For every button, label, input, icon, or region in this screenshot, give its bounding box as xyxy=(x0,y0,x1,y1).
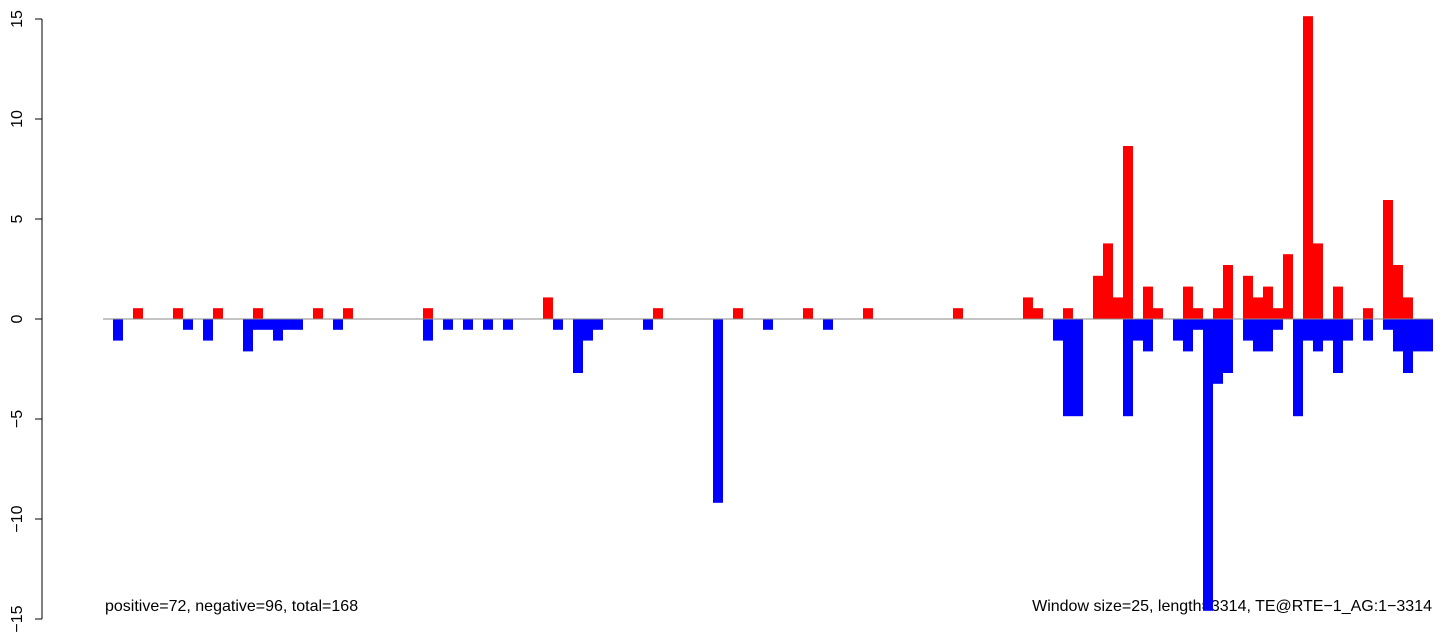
bar xyxy=(1223,319,1233,373)
bar xyxy=(1093,275,1103,319)
bar xyxy=(483,319,493,330)
bar xyxy=(183,319,193,330)
bar xyxy=(1183,286,1193,319)
bar xyxy=(133,308,143,319)
bar xyxy=(823,319,833,330)
bar xyxy=(713,319,723,503)
bar xyxy=(1213,319,1223,384)
bar xyxy=(593,319,603,330)
bar xyxy=(1033,308,1043,319)
bar xyxy=(1333,319,1343,373)
bar xyxy=(423,308,433,319)
bar xyxy=(1243,319,1253,341)
bar xyxy=(273,319,283,341)
bar xyxy=(173,308,183,319)
bar xyxy=(1273,308,1283,319)
bar xyxy=(1023,297,1033,319)
bar xyxy=(1253,297,1263,319)
y-tick-label: 0 xyxy=(9,314,26,323)
bar xyxy=(1263,319,1273,352)
bar xyxy=(1173,319,1183,341)
bar xyxy=(803,308,813,319)
bar xyxy=(253,319,263,330)
bar xyxy=(543,297,553,319)
y-tick-label: −5 xyxy=(9,410,26,428)
y-tick-label: 15 xyxy=(9,10,26,28)
bar xyxy=(733,308,743,319)
annotation: positive=72, negative=96, total=168 xyxy=(105,598,358,615)
bar xyxy=(653,308,663,319)
bar xyxy=(283,319,293,330)
bar xyxy=(503,319,513,330)
y-tick-label: 5 xyxy=(9,214,26,223)
y-tick-label: 10 xyxy=(9,110,26,128)
bar xyxy=(1123,319,1133,417)
bar xyxy=(463,319,473,330)
bar xyxy=(1063,308,1073,319)
bar xyxy=(1243,275,1253,319)
bar xyxy=(263,319,273,330)
bar xyxy=(1193,308,1203,319)
bar xyxy=(1303,319,1313,341)
bar xyxy=(1293,319,1303,417)
bar xyxy=(313,308,323,319)
bar xyxy=(243,319,253,352)
bar xyxy=(1363,308,1373,319)
bar xyxy=(1153,308,1163,319)
bar xyxy=(443,319,453,330)
bar xyxy=(253,308,263,319)
bar xyxy=(1133,319,1143,341)
bar xyxy=(1333,286,1343,319)
bar xyxy=(1393,265,1403,319)
bar xyxy=(1383,319,1393,330)
bar xyxy=(953,308,963,319)
bar xyxy=(1363,319,1373,341)
bar xyxy=(1123,146,1133,319)
bar xyxy=(1183,319,1193,352)
bar xyxy=(863,308,873,319)
bar xyxy=(423,319,433,341)
bar xyxy=(1423,319,1433,352)
bar xyxy=(1313,243,1323,319)
bar xyxy=(1283,254,1293,319)
bar xyxy=(1323,319,1333,341)
bar xyxy=(1303,16,1313,319)
bar xyxy=(1113,297,1123,319)
bar xyxy=(1203,319,1213,611)
bar xyxy=(1383,200,1393,319)
bar xyxy=(1403,319,1413,373)
bar xyxy=(1253,319,1263,352)
bar xyxy=(1143,286,1153,319)
y-tick-label: −15 xyxy=(9,605,26,632)
bar xyxy=(1223,265,1233,319)
bar xyxy=(1103,243,1113,319)
bar xyxy=(1413,319,1423,352)
bar xyxy=(1053,319,1063,341)
bar xyxy=(763,319,773,330)
bar xyxy=(343,308,353,319)
bar xyxy=(643,319,653,330)
bar xyxy=(1343,319,1353,341)
bar xyxy=(1263,286,1273,319)
bar xyxy=(113,319,123,341)
bar xyxy=(203,319,213,341)
bar xyxy=(293,319,303,330)
bar xyxy=(1393,319,1403,352)
bar xyxy=(583,319,593,341)
bar xyxy=(1403,297,1413,319)
bar xyxy=(333,319,343,330)
bar xyxy=(573,319,583,373)
bar xyxy=(1273,319,1283,330)
bar xyxy=(1313,319,1323,352)
bar xyxy=(1193,319,1203,330)
bar xyxy=(213,308,223,319)
bar xyxy=(1073,319,1083,417)
bar xyxy=(1213,308,1223,319)
bar xyxy=(1063,319,1073,417)
y-tick-label: −10 xyxy=(9,505,26,532)
annotation: Window size=25, length=3314, TE@RTE−1_AG… xyxy=(1032,598,1432,615)
bar xyxy=(553,319,563,330)
bar xyxy=(1143,319,1153,352)
